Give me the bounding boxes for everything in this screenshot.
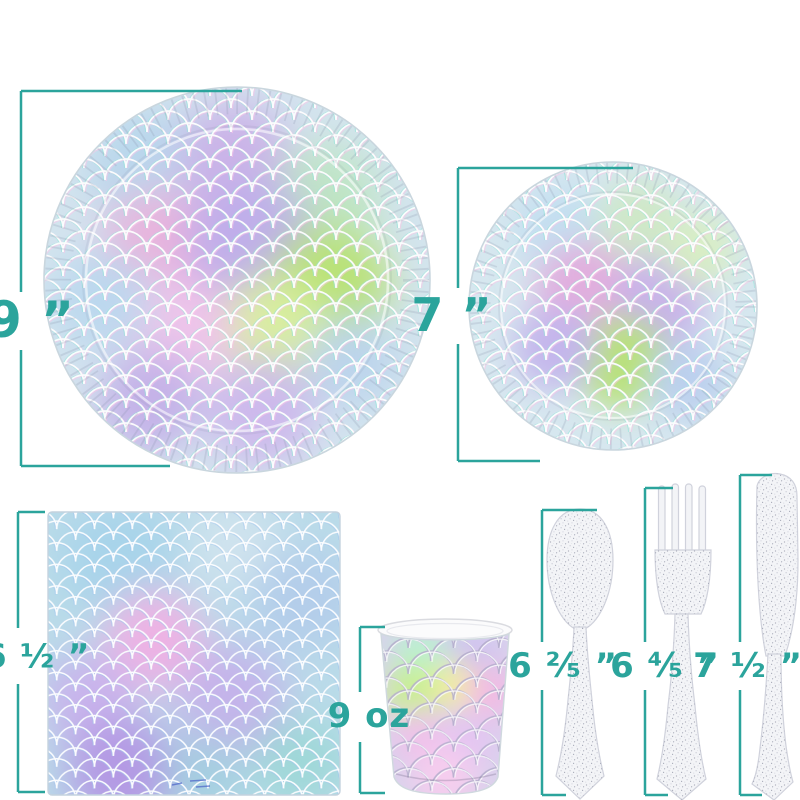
dimension-bracket-fork [643,486,673,797]
spoon-image [546,508,614,800]
fork-image [654,483,712,800]
plate-9in-image [43,86,431,474]
napkin-image [47,511,341,796]
dimension-bracket-cup [358,625,385,795]
dimension-label-napkin: 6 ½ ” [0,636,91,676]
dimension-label-plate-9in: 9 ” [0,291,76,349]
dimension-label-fork: 6 ⅘ ” [610,646,720,686]
dimension-bracket-plate-7in [456,166,633,463]
cup-image [377,618,513,795]
knife-image [751,472,799,800]
dimension-label-plate-7in: 7 ” [411,288,493,342]
dimension-bracket-napkin [16,510,45,794]
dimension-bracket-knife [738,473,772,797]
napkin-print-mark [171,779,211,788]
dimension-label-spoon: 6 ⅖ ” [508,646,618,686]
dimension-bracket-plate-9in [19,89,242,468]
dimension-label-knife: 7 ½ ” [693,646,800,686]
dimension-label-cup: 9 oz [327,696,411,736]
plate-7in-image [468,161,758,451]
dimension-bracket-spoon [540,508,597,797]
